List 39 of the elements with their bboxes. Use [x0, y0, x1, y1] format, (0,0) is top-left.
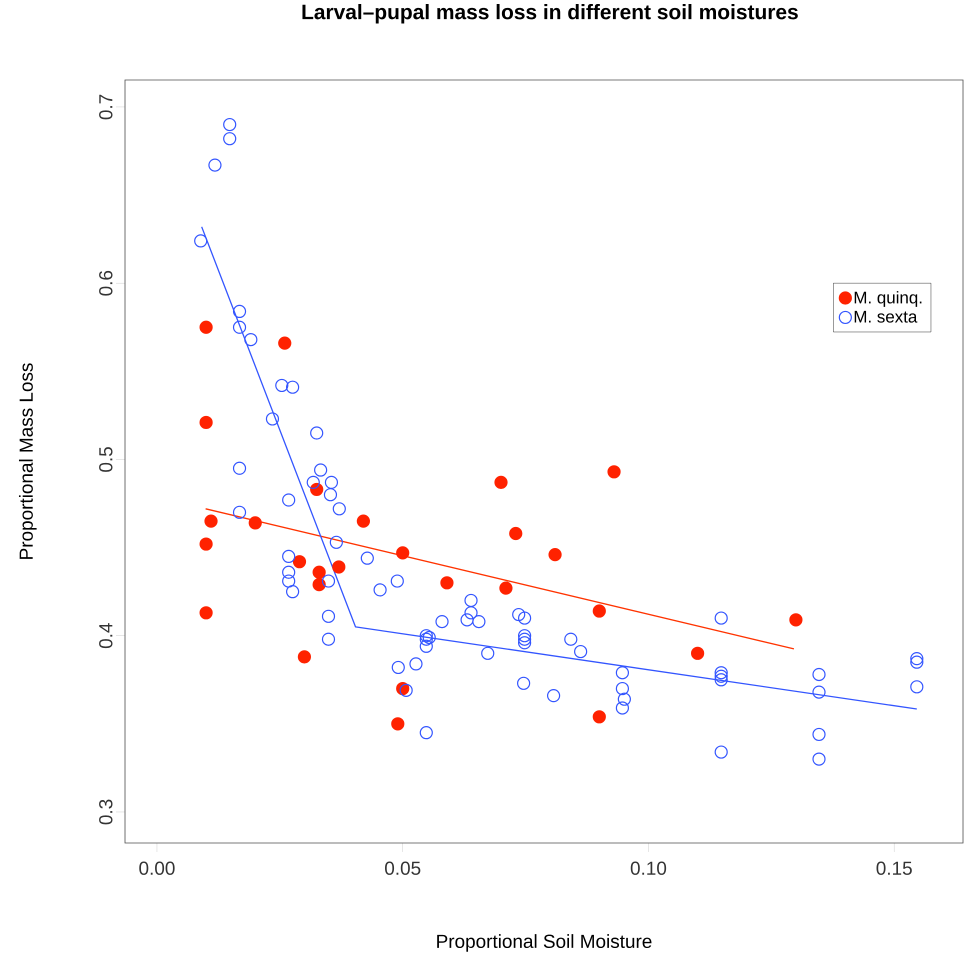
point [204, 514, 218, 528]
point [592, 710, 606, 724]
point [440, 576, 454, 590]
point [494, 476, 508, 489]
y-axis-title: Proportional Mass Loss [18, 363, 37, 559]
point [298, 650, 312, 664]
x-axis-title: Proportional Soil Moisture [437, 934, 652, 952]
point [789, 613, 802, 626]
point [200, 320, 213, 334]
point [509, 526, 522, 540]
point [396, 546, 410, 560]
point [548, 548, 562, 562]
legend-label: M. sexta [854, 310, 918, 323]
point [200, 416, 213, 430]
chart-title: Larval–pupal mass loss in different soil moistures [302, 4, 798, 24]
point [200, 537, 213, 551]
y-tick-label: 0.6 [99, 270, 112, 296]
point [691, 646, 704, 660]
x-tick-label: 0.15 [876, 862, 912, 875]
y-tick-label: 0.5 [99, 447, 112, 472]
point [200, 606, 213, 620]
point [278, 336, 292, 350]
x-tick-label: 0.10 [630, 862, 666, 875]
x-tick-label: 0.05 [385, 862, 420, 875]
point [356, 514, 370, 528]
legend-label: M. quinq. [854, 291, 922, 307]
point [332, 560, 346, 574]
y-tick-label: 0.7 [99, 94, 112, 120]
point [312, 578, 326, 592]
point [607, 465, 621, 478]
point [312, 566, 326, 579]
point [391, 717, 404, 730]
x-tick-label: 0.00 [139, 862, 175, 875]
y-tick-label: 0.3 [99, 800, 112, 824]
y-tick-label: 0.4 [99, 623, 112, 648]
point [292, 555, 306, 568]
point [248, 516, 262, 530]
point [592, 604, 606, 618]
point [499, 582, 513, 595]
